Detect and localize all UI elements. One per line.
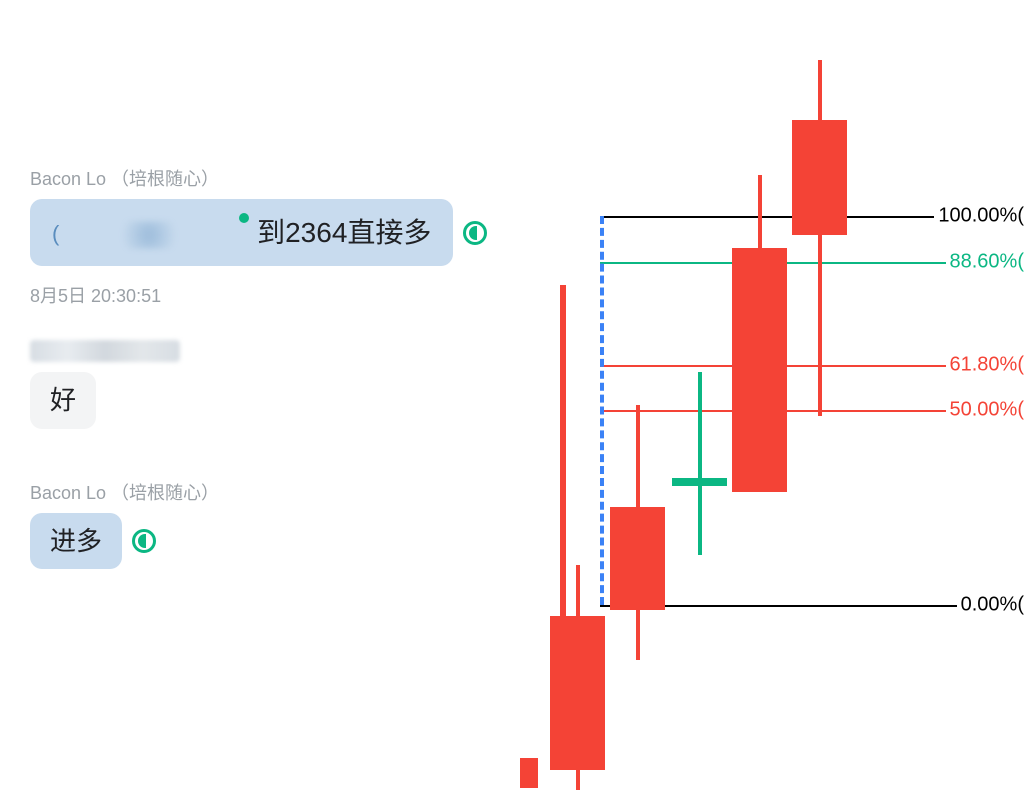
fib-level-label: 88.60%( bbox=[946, 251, 1024, 274]
message-text: 好 bbox=[50, 385, 76, 415]
fib-level-label: 0.00%( bbox=[957, 594, 1024, 617]
fib-level-label: 100.00%( bbox=[934, 205, 1024, 228]
chat-message-3: Bacon Lo （培根随心） 进多 bbox=[30, 479, 510, 569]
read-status-icon bbox=[132, 529, 156, 553]
candlestick bbox=[560, 0, 566, 811]
redacted-content bbox=[59, 221, 239, 249]
candlestick bbox=[520, 0, 538, 811]
candlestick bbox=[672, 0, 727, 811]
chat-bubble[interactable]: ( 到2364直接多 bbox=[30, 199, 453, 266]
read-status-icon bbox=[463, 221, 487, 245]
chat-message-1: Bacon Lo （培根随心） ( 到2364直接多 bbox=[30, 165, 510, 266]
message-text: 进多 bbox=[50, 526, 102, 556]
fib-level-label: 61.80%( bbox=[946, 354, 1024, 377]
candlestick bbox=[550, 0, 605, 811]
sender-label: Bacon Lo （培根随心） bbox=[30, 165, 510, 191]
candlestick bbox=[792, 0, 847, 811]
phone-icon: ( bbox=[52, 221, 59, 246]
timestamp-label: 8月5日 20:30:51 bbox=[30, 282, 510, 308]
chat-message-2: 好 bbox=[30, 340, 510, 428]
chat-panel: Bacon Lo （培根随心） ( 到2364直接多 8月5日 20:30:51… bbox=[30, 165, 510, 585]
candlestick bbox=[732, 0, 787, 811]
candlestick-chart[interactable]: 100.00%( 88.60%( 61.80%( 50.00%( 0.00%( bbox=[490, 0, 1024, 811]
redacted-sender bbox=[30, 340, 180, 362]
chat-bubble[interactable]: 进多 bbox=[30, 513, 122, 569]
fib-level-label: 50.00%( bbox=[946, 399, 1024, 422]
chat-bubble[interactable]: 好 bbox=[30, 372, 96, 428]
status-dot-icon bbox=[239, 213, 249, 223]
message-text: 到2364直接多 bbox=[257, 217, 431, 248]
candlestick bbox=[610, 0, 665, 811]
sender-label: Bacon Lo （培根随心） bbox=[30, 479, 510, 505]
